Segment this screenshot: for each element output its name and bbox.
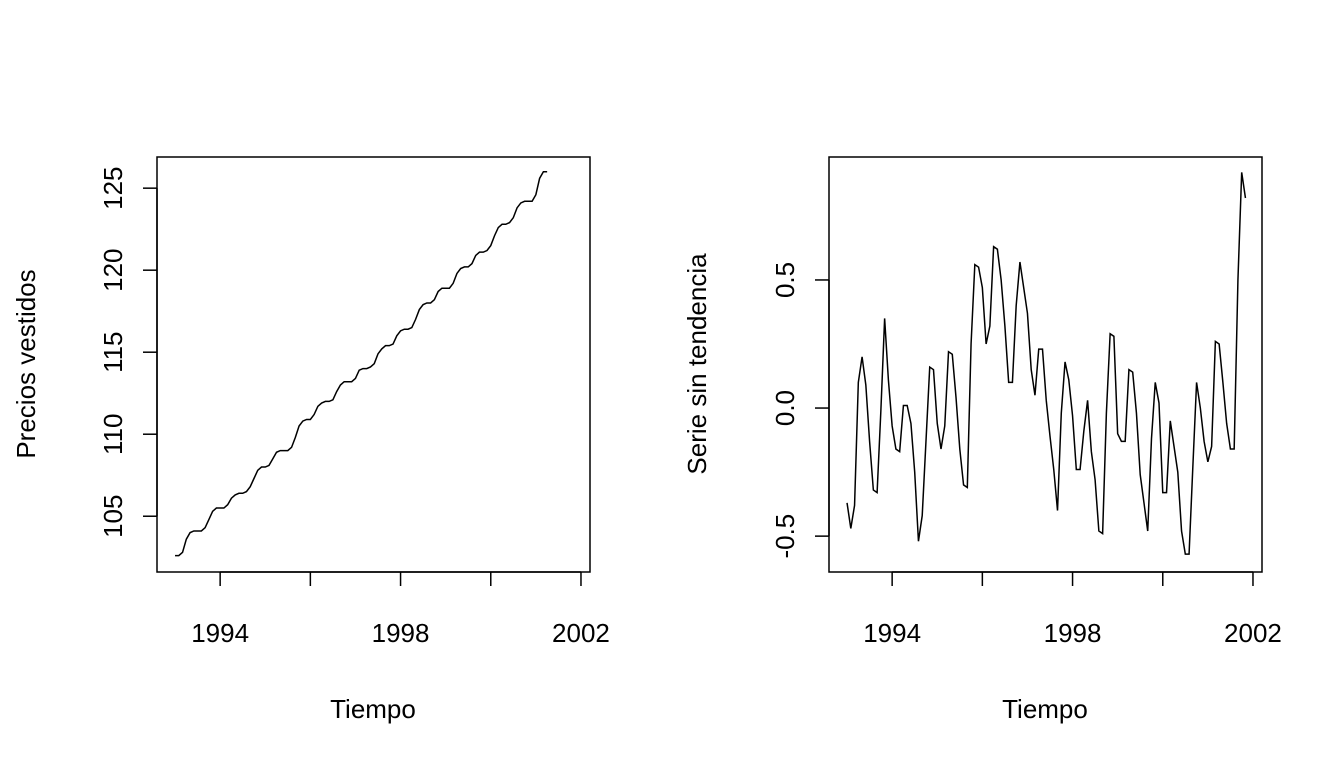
x-tick-label: 1994: [863, 618, 921, 648]
x-tick-label: 1994: [191, 618, 249, 648]
y-tick-label: 0.5: [770, 262, 800, 298]
panel-left: 1994 1998 2002 105 110 115 120 125 Tiempo Prec…: [11, 156, 610, 724]
y-tick-label: 110: [98, 413, 128, 454]
y-axis-label-left: Precios vestidos: [11, 269, 41, 458]
plot-box-right: [828, 156, 1263, 573]
x-tick-label: 2002: [1224, 618, 1282, 648]
y-tick-label: 0.0: [770, 390, 800, 426]
series-line-right: [846, 172, 1247, 555]
x-tick-label: 1998: [1044, 618, 1102, 648]
y-tick-label: 105: [98, 495, 128, 538]
x-axis-label-left: Tiempo: [330, 694, 416, 724]
y-tick-label: 125: [98, 166, 128, 209]
x-tick-label: 1998: [372, 618, 430, 648]
x-axis-left: 1994 1998 2002: [191, 571, 610, 648]
y-axis-right: -0.5 0.0 0.5: [770, 262, 830, 559]
panel-right: 1994 1998 2002 -0.5 0.0 0.5 Tiempo Serie sin…: [682, 156, 1282, 724]
y-axis-left: 105 110 115 120 125: [98, 166, 158, 538]
x-tick-label: 2002: [552, 618, 610, 648]
x-axis-right: 1994 1998 2002: [863, 571, 1282, 648]
y-axis-label-right: Serie sin tendencia: [682, 253, 712, 475]
series-line-left: [175, 171, 548, 557]
y-tick-label: 120: [98, 248, 128, 291]
x-axis-label-right: Tiempo: [1002, 694, 1088, 724]
y-tick-label: 115: [98, 331, 128, 372]
y-tick-label: -0.5: [770, 514, 800, 559]
